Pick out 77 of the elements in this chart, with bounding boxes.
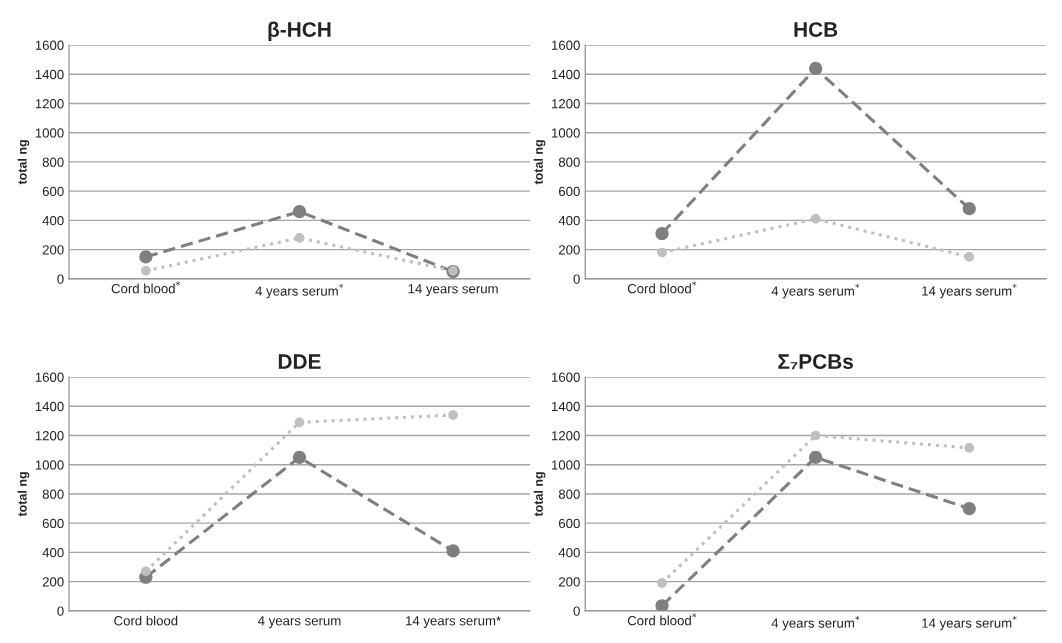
x-tick-label: 14 years serum — [408, 284, 498, 296]
y-tick-label: 1200 — [35, 431, 64, 441]
y-tick-label: 800 — [42, 157, 64, 167]
point — [809, 450, 823, 464]
point — [962, 501, 976, 516]
y-tick-label: 1600 — [552, 372, 580, 382]
chart-title: DDE — [278, 354, 321, 369]
point — [140, 566, 151, 577]
y-tick-label: 0 — [57, 606, 64, 616]
point — [809, 61, 823, 75]
point — [655, 599, 669, 611]
y-tick-label: 800 — [558, 489, 580, 499]
y-tick-label: 1400 — [552, 401, 580, 412]
y-tick-label: 800 — [42, 489, 64, 499]
y-axis-title: total ng — [17, 472, 30, 517]
point — [446, 544, 460, 558]
x-tick-label: Cord blood$^{*}$ — [627, 613, 697, 626]
point — [292, 450, 307, 464]
point — [964, 252, 975, 262]
x-tick-label: Cord blood$^{*}$ — [627, 281, 697, 294]
x-tick-label: 4 years serum — [257, 616, 341, 629]
x-tick-label: Cord blood$^{*}$ — [111, 281, 181, 294]
point — [292, 205, 307, 219]
point — [139, 250, 153, 264]
y-tick-label: 1000 — [552, 460, 580, 470]
y-tick-label: 400 — [558, 547, 580, 558]
point — [810, 214, 821, 224]
y-tick-label: 1200 — [35, 99, 64, 109]
y-tick-label: 600 — [559, 186, 580, 197]
x-tick-label: 4 years serum$^{*}$ — [771, 283, 860, 299]
y-tick-label: 1200 — [552, 99, 580, 109]
y-tick-label: 400 — [42, 215, 64, 226]
y-axis-title: total ng — [17, 140, 30, 185]
x-tick-label: 4 years serum$^{*}$ — [255, 283, 344, 299]
y-axis-title: total ng — [533, 140, 546, 185]
x-tick-label: 4 years serum$^{*}$ — [771, 615, 860, 631]
chart-title: HCB — [794, 22, 838, 37]
y-tick-label: 800 — [558, 157, 580, 167]
x-tick-label: 14 years serum$^{*}$ — [922, 283, 1017, 299]
point — [448, 410, 458, 420]
y-tick-label: 400 — [42, 547, 64, 558]
point — [964, 443, 975, 453]
y-tick-label: 0 — [573, 606, 580, 616]
x-tick-label: Cord blood — [114, 615, 178, 626]
point — [294, 233, 305, 243]
y-tick-label: 1000 — [552, 128, 580, 138]
y-tick-label: 600 — [42, 186, 64, 197]
y-axis-title: total ng — [533, 472, 546, 517]
y-tick-label: 1200 — [552, 431, 580, 441]
y-tick-label: 400 — [558, 215, 580, 226]
point — [140, 265, 151, 276]
point — [962, 202, 976, 216]
y-tick-label: 200 — [42, 245, 64, 255]
y-tick-label: 200 — [42, 577, 64, 587]
point — [294, 417, 305, 428]
y-tick-label: 1000 — [35, 460, 64, 470]
y-tick-label: 1400 — [35, 69, 64, 80]
y-tick-label: 600 — [42, 518, 64, 529]
chart-title: Σ₇PCBs — [778, 354, 853, 370]
y-tick-label: 1400 — [35, 401, 64, 412]
y-tick-label: 600 — [559, 518, 580, 529]
y-tick-label: 200 — [558, 245, 580, 255]
y-tick-label: 1600 — [35, 372, 64, 382]
y-tick-label: 1000 — [35, 128, 64, 138]
y-tick-label: 0 — [573, 274, 580, 284]
y-tick-label: 0 — [57, 274, 64, 284]
point — [810, 430, 821, 441]
point — [657, 247, 667, 258]
y-tick-label: 200 — [558, 577, 580, 587]
x-tick-label: 14 years serum* — [406, 616, 501, 629]
y-tick-label: 1400 — [552, 69, 580, 80]
x-tick-label: 14 years serum$^{*}$ — [922, 615, 1017, 631]
y-tick-label: 1600 — [552, 40, 580, 50]
chart-title: β-HCH — [268, 21, 331, 41]
point — [655, 226, 669, 241]
point — [657, 578, 667, 588]
y-tick-label: 1600 — [35, 40, 64, 50]
